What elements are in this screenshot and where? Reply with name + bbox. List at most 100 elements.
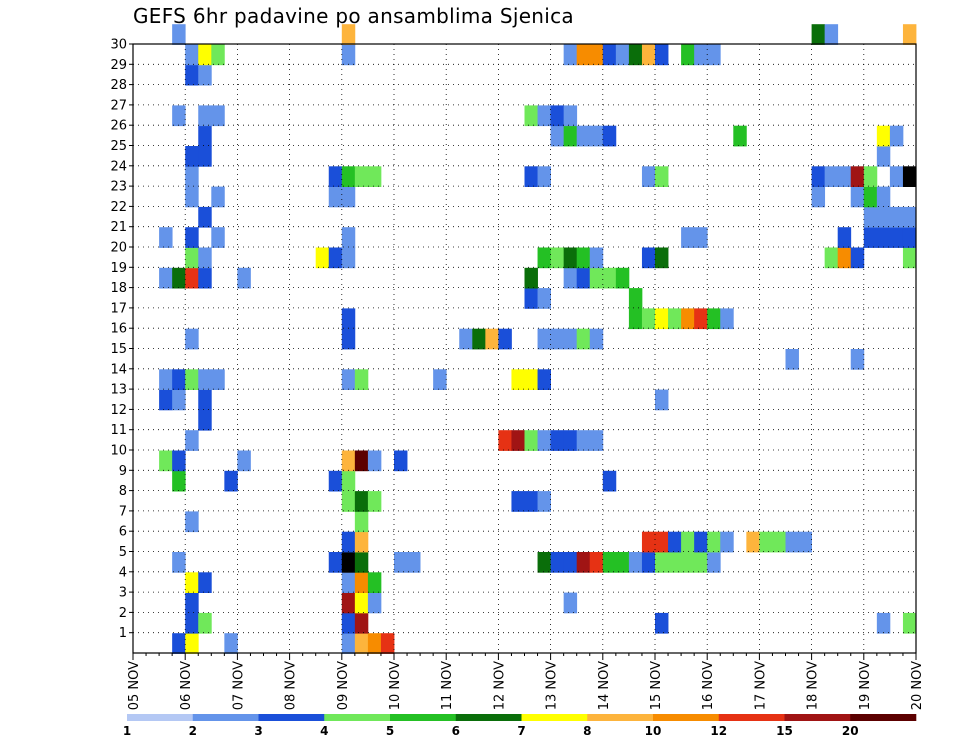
x-tick-label: 18 NOV — [806, 661, 821, 710]
heatmap-cell — [172, 633, 186, 654]
heatmap-cell — [563, 105, 578, 127]
y-tick-label: 30 — [110, 38, 127, 53]
heatmap-cell — [328, 247, 343, 269]
heatmap-cell — [367, 491, 382, 512]
heatmap-cell — [837, 166, 852, 187]
heatmap-cell — [655, 552, 669, 573]
y-tick-label: 10 — [110, 444, 127, 459]
heatmap-cell — [798, 531, 812, 553]
heatmap-cell — [655, 247, 669, 269]
y-tick-label: 1 — [119, 626, 127, 641]
heatmap-cell — [811, 24, 826, 45]
heatmap-cell — [563, 44, 578, 66]
y-tick-label: 13 — [110, 383, 127, 398]
heatmap-cell — [341, 227, 356, 248]
heatmap-cell — [172, 24, 186, 45]
colorbar-swatch — [192, 714, 259, 721]
y-tick-label: 15 — [110, 342, 127, 357]
colorbar-label: 1 — [123, 724, 131, 738]
heatmap-cell — [159, 389, 173, 411]
heatmap-cell — [498, 430, 512, 451]
chart-title: GEFS 6hr padavine po ansamblima Sjenica — [133, 4, 574, 28]
heatmap-cell — [185, 227, 199, 248]
y-tick-label: 17 — [110, 301, 127, 316]
heatmap-cell — [341, 186, 356, 208]
heatmap-cell — [694, 44, 708, 66]
heatmap-cell — [433, 369, 447, 390]
y-tick-label: 28 — [110, 78, 127, 93]
heatmap-cell — [602, 44, 617, 66]
heatmap-cell — [341, 633, 356, 654]
heatmap-cell — [563, 267, 578, 289]
heatmap-cell — [198, 267, 212, 289]
heatmap-cell — [785, 349, 799, 370]
x-tick-label: 20 NOV — [910, 661, 925, 710]
heatmap-cell — [459, 328, 473, 350]
heatmap-cell — [589, 125, 604, 147]
heatmap-cell — [341, 491, 356, 512]
colorbar-swatch — [784, 714, 851, 721]
heatmap-cell — [628, 44, 643, 66]
colorbar-label: 3 — [254, 724, 262, 738]
heatmap-cell — [550, 430, 565, 451]
heatmap-cell — [850, 166, 865, 187]
heatmap-cell — [628, 288, 643, 309]
heatmap-cell — [707, 44, 721, 66]
colorbar-swatch — [521, 714, 588, 721]
heatmap-cell — [550, 247, 565, 269]
heatmap-cell — [185, 166, 199, 187]
heatmap-cell — [641, 308, 656, 330]
heatmap-cell — [628, 308, 643, 330]
y-tick-label: 23 — [110, 180, 127, 195]
colorbar-label: 2 — [189, 724, 197, 738]
heatmap-cell — [511, 491, 525, 512]
y-tick-label: 21 — [110, 220, 127, 235]
heatmap-cell — [367, 592, 382, 614]
heatmap-cell — [185, 247, 199, 269]
heatmap-cell — [641, 247, 656, 269]
heatmap-cell — [159, 267, 173, 289]
colorbar-label: 12 — [710, 724, 727, 738]
x-tick-label: 11 NOV — [440, 661, 455, 710]
heatmap-cell — [172, 369, 186, 390]
heatmap-cell — [537, 552, 551, 573]
heatmap-cell — [759, 531, 773, 553]
heatmap-cell — [615, 552, 630, 573]
heatmap-cell — [641, 552, 656, 573]
heatmap-cell — [850, 247, 865, 269]
heatmap-cell — [668, 531, 682, 553]
colorbar-label: 20 — [842, 724, 859, 738]
heatmap-cell — [211, 369, 225, 390]
heatmap-cell — [537, 166, 551, 187]
heatmap-cell — [354, 552, 369, 573]
heatmap-cell — [185, 430, 199, 451]
heatmap-cell — [524, 267, 538, 289]
heatmap-cell — [655, 308, 669, 330]
heatmap-cell — [576, 430, 591, 451]
y-tick-label: 25 — [110, 139, 127, 154]
heatmap-cell — [341, 24, 356, 45]
heatmap-cell — [537, 369, 551, 390]
heatmap-cell — [615, 44, 630, 66]
heatmap-cell — [589, 328, 604, 350]
heatmap-cell — [837, 227, 852, 248]
heatmap-cell — [876, 125, 891, 147]
heatmap-cell — [198, 64, 212, 86]
heatmap-cell — [185, 44, 199, 66]
heatmap-cell — [354, 531, 369, 553]
heatmap-cell — [681, 227, 695, 248]
heatmap-cell — [198, 409, 212, 431]
heatmap-cell — [876, 146, 891, 167]
heatmap-cell — [563, 125, 578, 147]
heatmap-cell — [589, 44, 604, 66]
heatmap-cell — [367, 633, 382, 654]
y-tick-label: 3 — [119, 586, 127, 601]
heatmap-cell — [341, 470, 356, 492]
colorbar-swatch — [718, 714, 785, 721]
heatmap-cell — [185, 633, 199, 654]
y-tick-label: 22 — [110, 200, 127, 215]
heatmap-cell — [576, 44, 591, 66]
heatmap-cell — [341, 592, 356, 614]
heatmap-cell — [537, 491, 551, 512]
heatmap-cell — [602, 125, 617, 147]
